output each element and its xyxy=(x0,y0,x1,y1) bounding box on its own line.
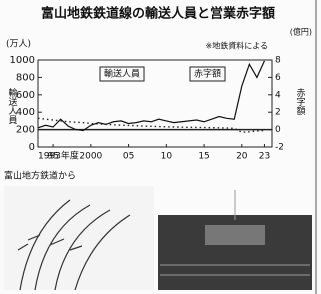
photo-grass xyxy=(4,186,154,290)
legend-label: 輸送人員 xyxy=(104,68,140,80)
legend-label: 赤字額 xyxy=(194,68,221,80)
x-tick-label: 2000 xyxy=(79,152,102,162)
y2-tick-label: 2 xyxy=(275,108,281,118)
y2-axis-title: 赤字額 xyxy=(295,88,306,116)
y-tick-label: 600 xyxy=(16,90,35,101)
photo-left xyxy=(4,186,154,290)
y-unit: (万人) xyxy=(6,39,31,50)
y2-tick-label: 8 xyxy=(275,56,281,66)
y-tick-label: 0 xyxy=(29,142,35,153)
y-tick-label: 200 xyxy=(16,125,35,136)
y2-tick-label: 4 xyxy=(275,90,281,100)
chart: 富山地鉄鉄道線の輸送人員と営業赤字額 (万人) (億円) ※地鉄資料による 輸送… xyxy=(0,0,321,294)
y-tick-label: 800 xyxy=(16,72,35,83)
y2-tick-label: 6 xyxy=(275,73,281,83)
chart-title: 富山地鉄鉄道線の輸送人員と営業赤字額 xyxy=(41,6,275,22)
x-tick-label: 10 xyxy=(161,152,173,162)
y2-unit: (億円) xyxy=(290,27,312,37)
x-tick-label: 15 xyxy=(198,152,209,162)
y-tick-label: 400 xyxy=(16,107,35,118)
x-tick-label: 95 xyxy=(47,152,58,162)
legend-item: 赤字額 xyxy=(190,67,225,81)
y2-tick-label: -2 xyxy=(275,143,284,153)
source-note: ※地鉄資料による xyxy=(206,41,268,51)
x-tick-label: 23 xyxy=(259,152,270,162)
x-tick-label: 05 xyxy=(123,152,134,162)
y2-tick-label: 0 xyxy=(275,125,281,135)
legend-item: 輸送人員 xyxy=(100,67,144,81)
caption: 富山地方鉄道から xyxy=(4,170,76,182)
x-tick-label: 20 xyxy=(236,152,248,162)
y-tick-label: 1000 xyxy=(10,55,35,66)
station-sign xyxy=(205,225,265,245)
